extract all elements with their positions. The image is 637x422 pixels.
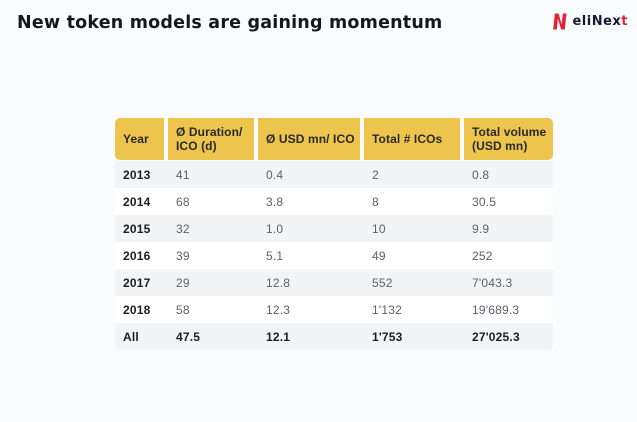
table-row: 2014 68 3.8 8 30.5	[115, 188, 553, 215]
cell-value: 0.8	[472, 167, 490, 182]
elinext-n-icon	[553, 13, 567, 30]
logo-text: eliNext	[572, 14, 628, 29]
cell-value: 19'689.3	[472, 302, 520, 317]
column-header: Total # ICOs	[364, 118, 464, 160]
cell-value: 12.8	[266, 275, 291, 290]
table-row: 2016 39 5.1 49 252	[115, 242, 553, 269]
logo-text-main: eliNex	[572, 14, 622, 29]
page-title: New token models are gaining momentum	[17, 13, 443, 33]
cell-value: 7'043.3	[472, 275, 513, 290]
cell-value: 29	[176, 275, 190, 290]
cell-value: 552	[372, 275, 393, 290]
cell-value: 1'753	[372, 329, 403, 344]
column-header: Ø USD mn/ ICO	[258, 118, 364, 160]
row-label: 2017	[123, 275, 151, 290]
cell-value: 12.3	[266, 302, 291, 317]
cell-value: 1.0	[266, 221, 284, 236]
column-header: Ø Duration/ ICO (d)	[168, 118, 258, 160]
logo-text-accent: t	[621, 14, 628, 29]
row-label: 2015	[123, 221, 151, 236]
row-label: 2013	[123, 167, 151, 182]
row-label: All	[123, 329, 139, 344]
cell-value: 5.1	[266, 248, 284, 263]
cell-value: 32	[176, 221, 190, 236]
cell-value: 39	[176, 248, 190, 263]
row-label: 2018	[123, 302, 151, 317]
cell-value: 8	[372, 194, 379, 209]
cell-value: 3.8	[266, 194, 284, 209]
cell-value: 47.5	[176, 329, 201, 344]
column-header: Year	[115, 118, 168, 160]
cell-value: 0.4	[266, 167, 284, 182]
column-header: Total volume (USD mn)	[464, 118, 553, 160]
elinext-logo: eliNext	[551, 11, 628, 32]
cell-value: 58	[176, 302, 190, 317]
table-body: 2013 41 0.4 2 0.8 2014 68 3.8 8 30.5 2015 32 1.0 10 9.…	[115, 161, 553, 350]
table-row: All 47.5 12.1 1'753 27'025.3	[115, 323, 553, 350]
cell-value: 252	[472, 248, 493, 263]
row-label: 2014	[123, 194, 151, 209]
cell-value: 27'025.3	[472, 329, 520, 344]
cell-value: 49	[372, 248, 386, 263]
table-header-row: Year Ø Duration/ ICO (d) Ø USD mn/ ICO Tota…	[115, 118, 553, 160]
cell-value: 10	[372, 221, 386, 236]
table-row: 2013 41 0.4 2 0.8	[115, 161, 553, 188]
cell-value: 1'132	[372, 302, 402, 317]
cell-value: 12.1	[266, 329, 291, 344]
ico-table: Year Ø Duration/ ICO (d) Ø USD mn/ ICO Tota…	[115, 118, 553, 350]
row-label: 2016	[123, 248, 151, 263]
cell-value: 41	[176, 167, 190, 182]
table-row: 2017 29 12.8 552 7'043.3	[115, 269, 553, 296]
cell-value: 68	[176, 194, 190, 209]
cell-value: 9.9	[472, 221, 490, 236]
cell-value: 2	[372, 167, 379, 182]
table-row: 2018 58 12.3 1'132 19'689.3	[115, 296, 553, 323]
cell-value: 30.5	[472, 194, 497, 209]
table-row: 2015 32 1.0 10 9.9	[115, 215, 553, 242]
